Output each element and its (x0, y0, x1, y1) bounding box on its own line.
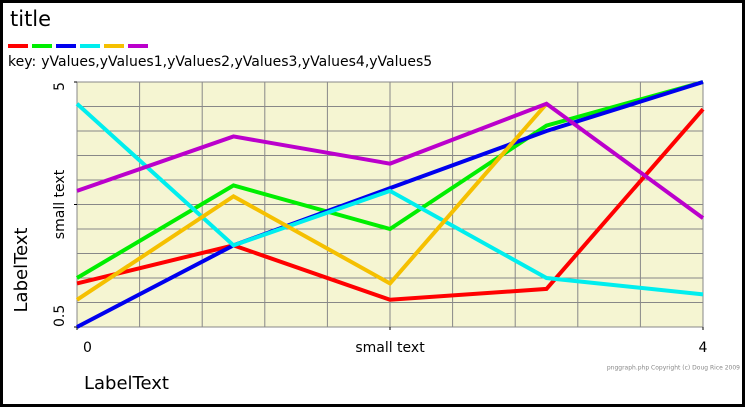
series-line (75, 102, 549, 302)
series-line (76, 107, 705, 302)
legend-entry: yValues (41, 54, 95, 70)
legend-entry: yValues4 (302, 54, 365, 70)
y-tick-label: 0.5 (52, 305, 68, 327)
series-line (75, 80, 704, 280)
legend-title: key: (8, 54, 36, 70)
series-line (76, 80, 704, 329)
legend-entry: yValues5 (369, 54, 432, 70)
legend-entry: yValues2 (167, 54, 230, 70)
x-tick-label: 4 (699, 340, 708, 356)
legend-entry: yValues1 (100, 54, 163, 70)
credit: pnggraph.php Copyright (c) Doug Rice 200… (607, 365, 740, 372)
x-tick-label: 0 (83, 340, 92, 356)
series-line (75, 102, 704, 297)
legend: key: yValues,yValues1,yValues2,yValues3,y… (8, 54, 432, 70)
y-tick-label: 5 (52, 82, 68, 91)
y-axis-label: LabelText (11, 228, 32, 313)
x-axis-label: LabelText (84, 373, 169, 394)
legend-entry: yValues3 (234, 54, 297, 70)
chart-title: title (10, 7, 51, 31)
x-tick-label: small text (355, 340, 425, 356)
y-tick-label: small text (52, 169, 68, 239)
series-line (76, 101, 705, 220)
